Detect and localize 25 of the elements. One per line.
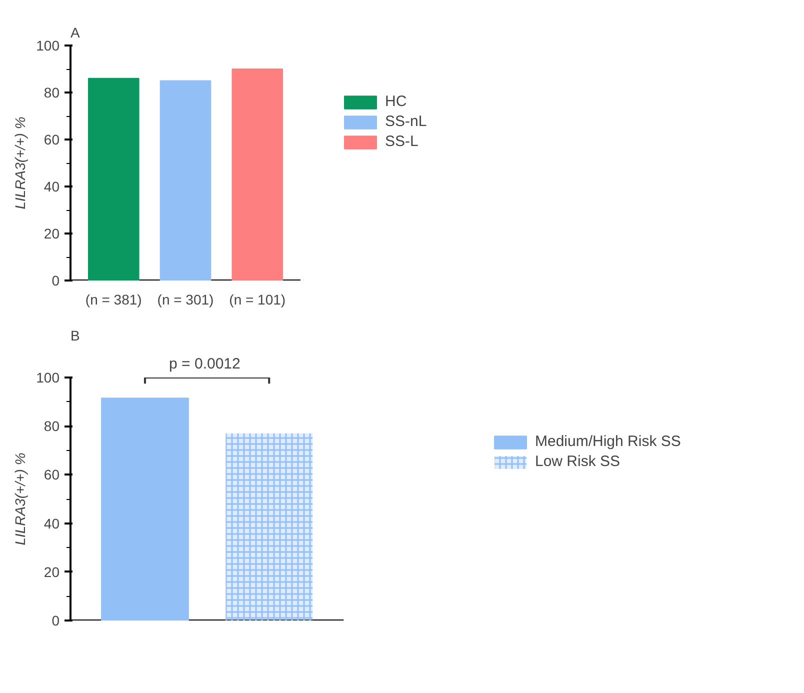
chart-title: A	[70, 24, 80, 40]
y-tick-label: 40	[44, 515, 60, 532]
y-tick-label: 80	[44, 418, 60, 434]
x-tick-label: (n = 101)	[229, 292, 286, 308]
y-tick-label: 60	[44, 132, 60, 148]
y-tick-label: 40	[44, 178, 60, 194]
y-axis-title: LILRA3(+/+) %	[12, 452, 28, 546]
y-tick-label: 0	[52, 612, 60, 628]
y-tick-label: 20	[44, 226, 60, 242]
legend-label: Low Risk SS	[535, 453, 620, 470]
y-tick-label: 100	[36, 38, 60, 54]
x-tick-label: (n = 301)	[157, 292, 214, 308]
y-tick-label: 20	[44, 564, 60, 580]
text: p = 0.0012	[169, 356, 240, 372]
legend-label: HC	[385, 93, 407, 110]
y-tick-label: 80	[44, 84, 60, 100]
x-tick-label: (n = 381)	[85, 292, 142, 308]
chart-title: B	[70, 328, 80, 344]
legend-label: SS-nL	[385, 113, 427, 130]
y-tick-label: 60	[44, 466, 60, 483]
legend-label: SS-L	[385, 133, 418, 150]
y-tick-label: 100	[36, 370, 60, 386]
legend-label: Medium/High Risk SS	[535, 433, 681, 450]
y-axis-title: LILRA3(+/+) %	[12, 116, 28, 210]
y-tick-label: 0	[52, 272, 60, 288]
